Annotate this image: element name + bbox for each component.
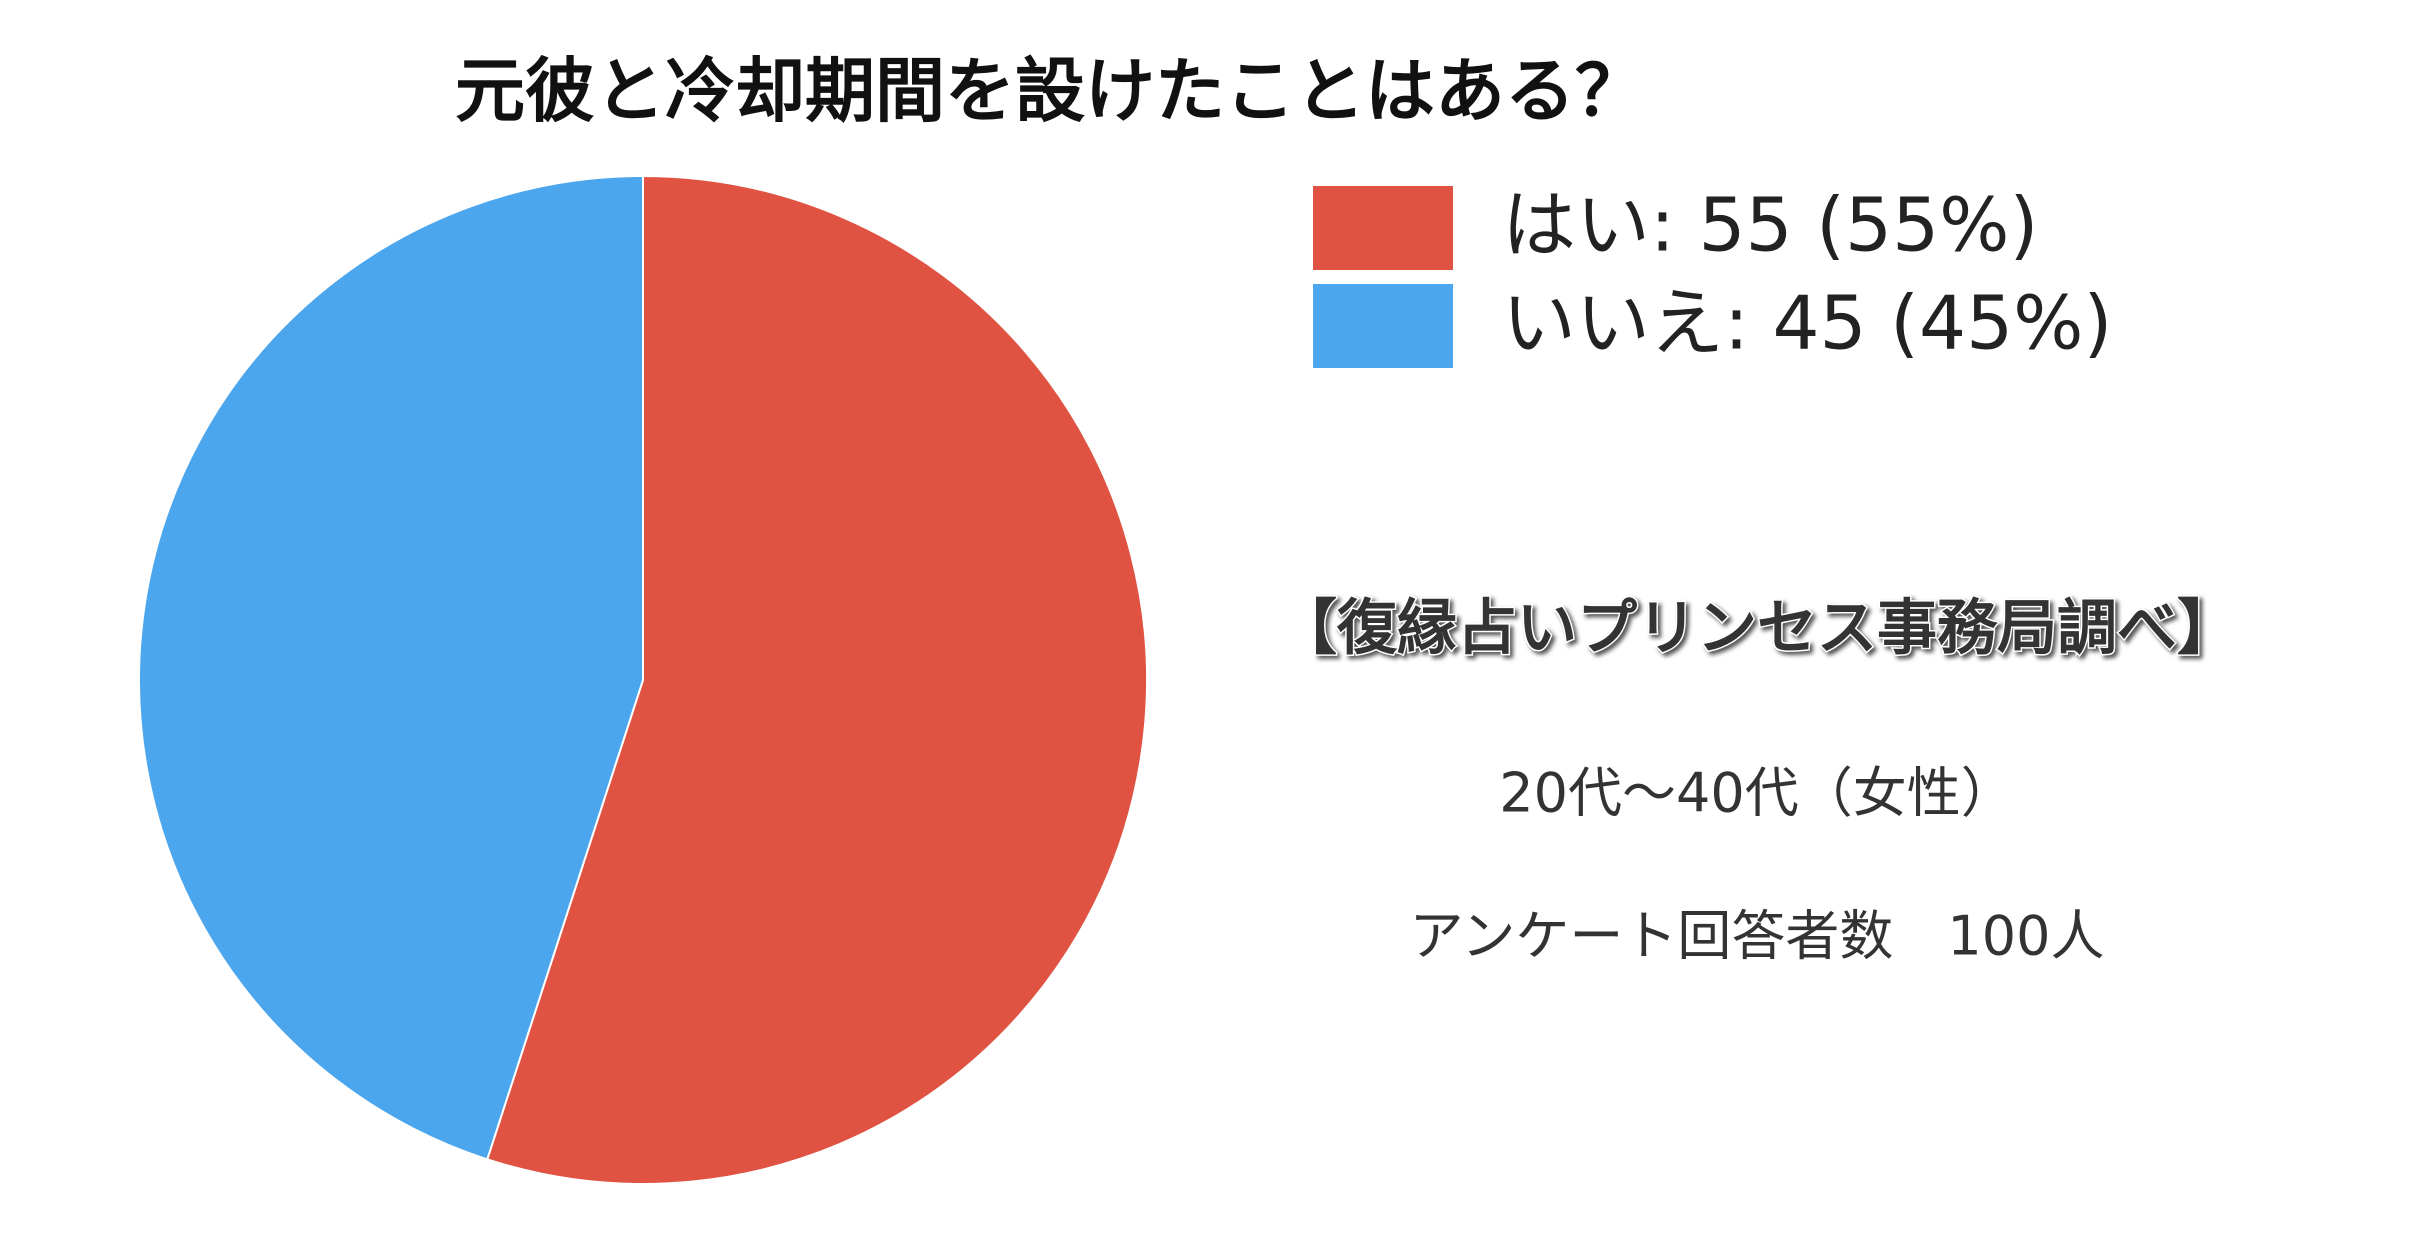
source-note: 【復縁占いプリンセス事務局調べ】 [1277, 594, 2237, 664]
legend-label: いいえ: 45 (45%) [1502, 281, 2112, 367]
legend-label: はい: 55 (55%) [1502, 183, 2038, 269]
chart-title: 元彼と冷却期間を設けたことはある？ [455, 50, 1645, 132]
legend-swatch [1313, 284, 1453, 368]
legend-swatch [1313, 186, 1453, 270]
note: 20代〜40代（女性） [1499, 762, 2014, 825]
pie-slice [485, 174, 1148, 1185]
note: アンケート回答者数 100人 [1410, 905, 2105, 968]
pie-slice [138, 174, 644, 1161]
